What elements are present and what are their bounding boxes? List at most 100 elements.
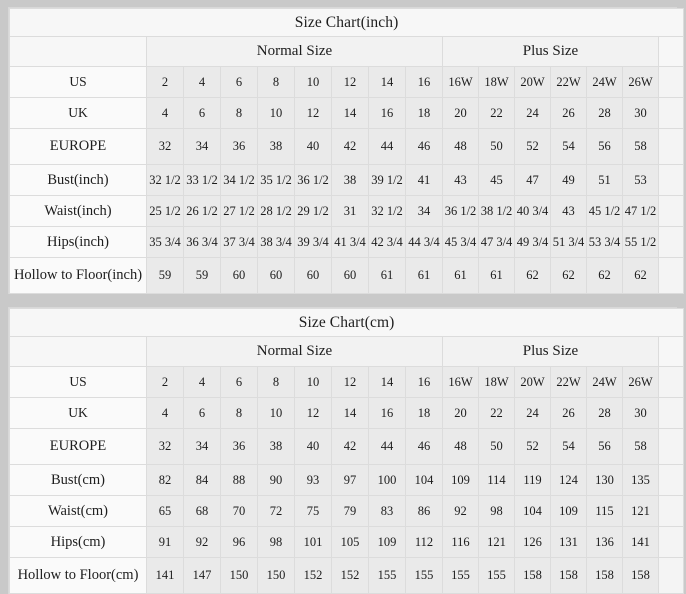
cell: 105 [331, 526, 369, 558]
cell: 18 [405, 97, 443, 129]
cell: 68 [183, 495, 221, 527]
cell: 47 1/2 [622, 195, 659, 227]
group-header-plus-size: Plus Size [442, 336, 659, 367]
cell: 46 [405, 428, 443, 465]
cell: 62 [550, 257, 587, 294]
cell: 119 [514, 464, 551, 496]
cell: 49 [550, 164, 587, 196]
group-header-row: Normal Size Plus Size [9, 336, 685, 367]
size-chart-inch-table: Size Chart(inch) Normal Size Plus Size U… [8, 8, 685, 294]
cell: 91 [146, 526, 184, 558]
table-row: Waist(cm) 65 68 70 72 75 79 83 86 92 98 … [9, 495, 685, 527]
cell: 39 3/4 [294, 226, 332, 258]
cell: 37 3/4 [220, 226, 258, 258]
cell: 62 [622, 257, 659, 294]
cell: 26W [622, 66, 659, 98]
cell: 158 [514, 557, 551, 594]
cell-tail [657, 128, 685, 165]
cell: 28 [586, 397, 623, 429]
cell: 20W [514, 366, 551, 398]
cell-tail [657, 526, 685, 558]
cell: 45 [478, 164, 515, 196]
cell: 43 [550, 195, 587, 227]
cell: 10 [294, 366, 332, 398]
cell: 40 3/4 [514, 195, 551, 227]
cell: 52 [514, 128, 551, 165]
cell-tail [657, 397, 685, 429]
row-label-hips: Hips(inch) [9, 226, 147, 258]
cell: 24W [586, 66, 623, 98]
cell: 75 [294, 495, 332, 527]
cell-tail [657, 195, 685, 227]
cell: 41 3/4 [331, 226, 369, 258]
cell: 53 3/4 [586, 226, 623, 258]
cell: 52 [514, 428, 551, 465]
cell-tail [657, 428, 685, 465]
cell: 92 [183, 526, 221, 558]
cell: 124 [550, 464, 587, 496]
cell: 16 [405, 366, 443, 398]
cell: 48 [442, 428, 479, 465]
cell: 61 [368, 257, 406, 294]
chart-title-row: Size Chart(inch) [8, 8, 685, 37]
cell: 16 [368, 397, 406, 429]
cell: 14 [331, 97, 369, 129]
cell: 12 [294, 397, 332, 429]
cell: 22W [550, 366, 587, 398]
cell: 6 [183, 97, 221, 129]
cell: 112 [405, 526, 443, 558]
cell: 86 [405, 495, 443, 527]
table-row: EUROPE 32 34 36 38 40 42 44 46 48 50 52 … [9, 428, 685, 465]
table-row: Hips(cm) 91 92 96 98 101 105 109 112 116… [9, 526, 685, 558]
cell: 62 [586, 257, 623, 294]
cell: 36 [220, 428, 258, 465]
group-header-row: Normal Size Plus Size [9, 36, 685, 67]
row-label-us: US [9, 66, 147, 98]
table-row: US 2 4 6 8 10 12 14 16 16W 18W 20W 22W 2… [9, 66, 685, 98]
cell: 84 [183, 464, 221, 496]
cell: 36 1/2 [294, 164, 332, 196]
cell: 12 [331, 366, 369, 398]
cell: 40 [294, 428, 332, 465]
cell: 26W [622, 366, 659, 398]
row-label-bust: Bust(inch) [9, 164, 147, 196]
cell: 35 1/2 [257, 164, 295, 196]
cell: 54 [550, 128, 587, 165]
cell: 61 [442, 257, 479, 294]
cell: 126 [514, 526, 551, 558]
cell: 4 [146, 97, 184, 129]
cell: 90 [257, 464, 295, 496]
cell: 158 [550, 557, 587, 594]
cell-tail [657, 495, 685, 527]
table-row: UK 4 6 8 10 12 14 16 18 20 22 24 26 28 3… [9, 397, 685, 429]
cell: 4 [146, 397, 184, 429]
cell: 42 [331, 428, 369, 465]
cell: 44 [368, 428, 406, 465]
cell: 8 [220, 97, 258, 129]
size-chart-cm-block: Size Chart(cm) Normal Size Plus Size US … [8, 307, 685, 594]
cell: 6 [220, 366, 258, 398]
cell: 61 [478, 257, 515, 294]
cell-tail [657, 226, 685, 258]
cell: 50 [478, 128, 515, 165]
cell: 42 3/4 [368, 226, 406, 258]
cell: 104 [405, 464, 443, 496]
cell: 92 [442, 495, 479, 527]
cell: 10 [257, 397, 295, 429]
row-label-us: US [9, 366, 147, 398]
cell: 59 [183, 257, 221, 294]
cell: 38 [257, 128, 295, 165]
cell: 53 [622, 164, 659, 196]
cell: 2 [146, 66, 184, 98]
cell: 62 [514, 257, 551, 294]
cell: 38 1/2 [478, 195, 515, 227]
cell: 26 [550, 97, 587, 129]
cell: 48 [442, 128, 479, 165]
cell: 56 [586, 428, 623, 465]
cell: 18W [478, 366, 515, 398]
cell: 18 [405, 397, 443, 429]
cell: 97 [331, 464, 369, 496]
cell: 36 [220, 128, 258, 165]
cell: 26 [550, 397, 587, 429]
cell: 46 [405, 128, 443, 165]
